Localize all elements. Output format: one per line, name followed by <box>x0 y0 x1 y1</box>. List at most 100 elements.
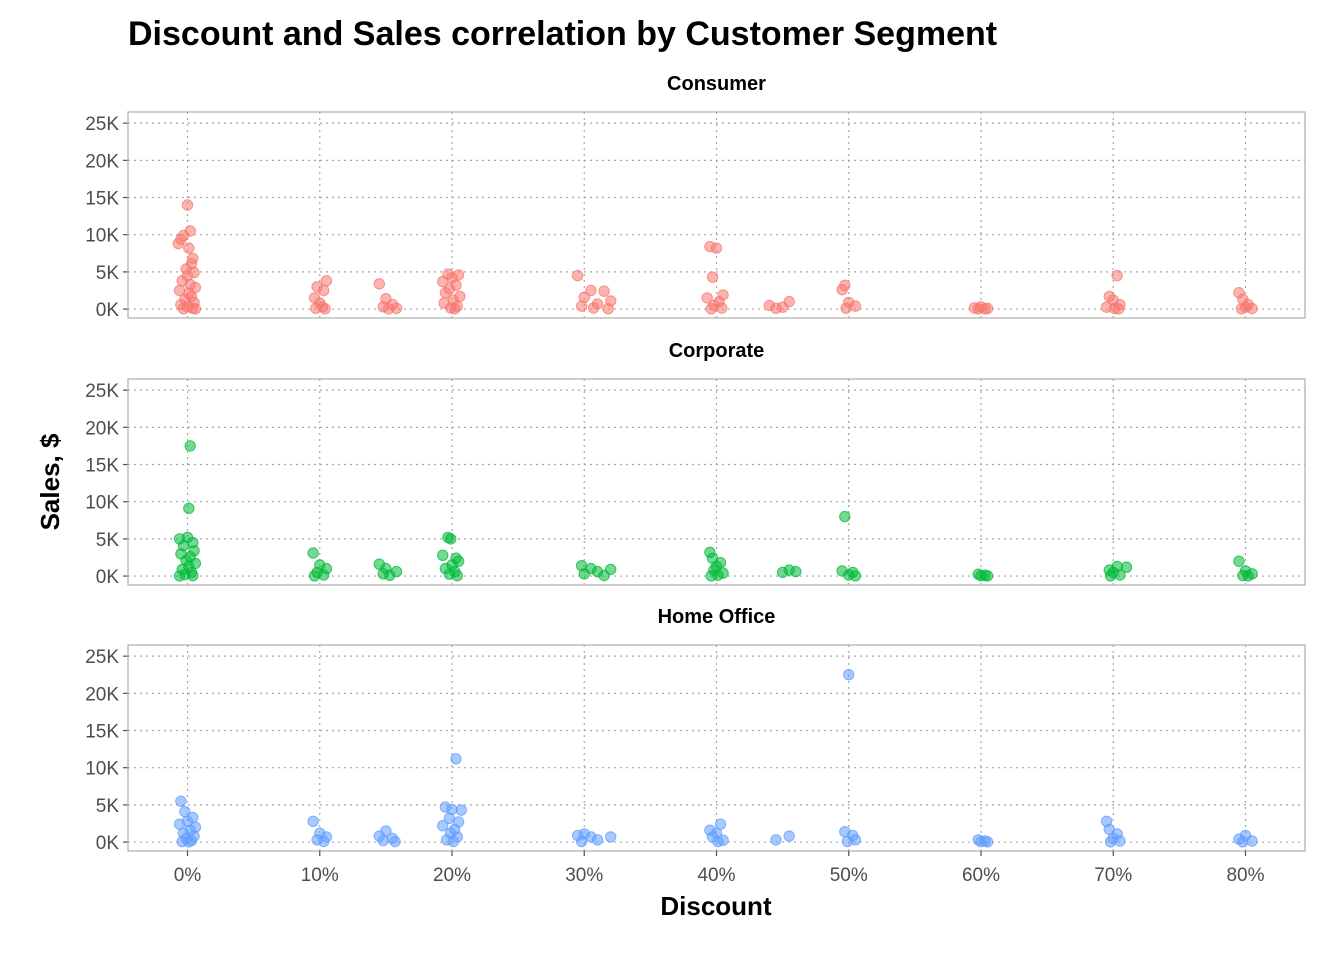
facet-title: Home Office <box>658 606 776 628</box>
data-point <box>598 569 610 582</box>
data-point <box>1246 835 1258 847</box>
data-point <box>1237 836 1249 848</box>
data-point <box>177 303 190 315</box>
data-point <box>587 302 600 314</box>
data-point <box>770 302 782 314</box>
x-tick-label: 10% <box>301 865 339 886</box>
data-point <box>183 836 195 848</box>
data-point <box>320 275 333 287</box>
data-point <box>450 753 462 765</box>
data-point <box>705 570 717 582</box>
data-point <box>575 835 588 848</box>
data-point <box>710 242 723 254</box>
data-point <box>389 835 401 848</box>
data-point <box>1233 555 1245 567</box>
y-tick-label: 15K <box>85 722 119 743</box>
x-tick-label: 40% <box>697 865 735 886</box>
data-point <box>377 834 389 847</box>
data-point <box>1112 303 1125 315</box>
y-tick-label: 0K <box>96 300 120 321</box>
points-corporate <box>173 440 1258 582</box>
data-point <box>307 547 319 559</box>
data-point <box>382 303 395 315</box>
data-point <box>783 830 795 842</box>
x-tick-label: 0% <box>174 865 202 886</box>
data-point <box>598 285 610 297</box>
y-tick-label: 25K <box>85 114 119 135</box>
y-tick-label: 10K <box>85 759 119 780</box>
y-tick-label: 20K <box>85 684 119 705</box>
x-tick-label: 50% <box>830 865 868 886</box>
data-point <box>1235 303 1248 315</box>
data-point <box>319 303 331 315</box>
data-point <box>1114 835 1126 847</box>
y-tick-label: 10K <box>85 493 119 514</box>
data-point <box>445 533 457 545</box>
y-tick-label: 25K <box>85 381 119 402</box>
data-point <box>981 570 994 582</box>
y-axis-title: Sales, $ <box>35 433 65 530</box>
data-point <box>173 570 186 582</box>
data-point <box>437 549 449 561</box>
data-point <box>439 287 452 299</box>
data-point <box>373 278 385 290</box>
y-tick-label: 5K <box>96 530 120 551</box>
x-tick-label: 70% <box>1094 865 1132 886</box>
data-point <box>1111 269 1123 282</box>
data-point <box>841 835 854 848</box>
data-point <box>189 303 202 315</box>
facet-title: Corporate <box>669 340 765 362</box>
data-point <box>979 303 991 315</box>
data-point <box>716 302 728 314</box>
data-point <box>849 300 862 312</box>
data-point <box>1114 569 1126 581</box>
data-point <box>181 199 194 211</box>
data-point <box>981 836 994 848</box>
data-point <box>770 834 782 846</box>
data-point <box>839 510 851 523</box>
data-point <box>783 295 795 308</box>
facet-panel-corporate: Corporate 0K 5K 10K 15K 20K 25K <box>85 340 1306 588</box>
y-tick-label: 0K <box>96 567 120 588</box>
data-point <box>591 834 604 846</box>
data-point <box>451 569 463 582</box>
data-point <box>836 284 848 296</box>
y-tick-label: 5K <box>96 796 120 817</box>
y-tick-label: 20K <box>85 151 119 172</box>
data-point <box>571 269 584 282</box>
data-point <box>308 570 321 582</box>
data-point <box>449 303 461 315</box>
data-point <box>843 669 855 681</box>
y-tick-label: 5K <box>96 263 120 284</box>
data-point <box>840 302 852 314</box>
data-point <box>849 570 862 582</box>
data-point <box>184 440 196 452</box>
data-point <box>701 292 713 304</box>
data-point <box>437 275 449 288</box>
data-point <box>1104 836 1117 848</box>
data-point <box>585 284 597 297</box>
data-point <box>1242 570 1254 582</box>
data-point <box>602 303 614 315</box>
data-point <box>172 237 185 250</box>
panel-border <box>127 378 1306 586</box>
data-point <box>1246 302 1258 315</box>
x-axis-title: Discount <box>660 891 772 921</box>
data-point <box>307 815 319 827</box>
x-tick-label: 20% <box>433 865 471 886</box>
y-tick-label: 20K <box>85 418 119 439</box>
data-point <box>447 835 459 848</box>
x-tick-label: 60% <box>962 865 1000 886</box>
facet-panel-home-office: Home Office 0K 5K 10K 15K 20K 25K <box>85 606 1306 854</box>
data-point <box>578 568 590 580</box>
points-home-office <box>173 669 1258 848</box>
data-point <box>318 835 330 848</box>
data-point <box>705 303 717 315</box>
data-point <box>183 502 195 515</box>
data-point <box>605 831 617 843</box>
data-point <box>175 795 187 807</box>
data-point <box>706 271 719 283</box>
y-tick-label: 15K <box>85 189 119 210</box>
facet-title: Consumer <box>667 73 766 95</box>
points-consumer <box>172 199 1258 315</box>
